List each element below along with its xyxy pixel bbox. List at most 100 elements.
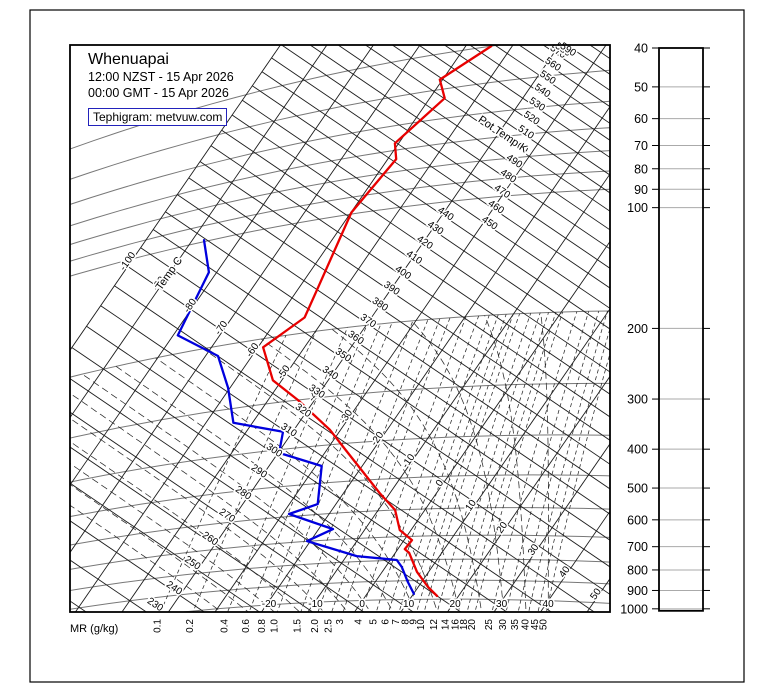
dry-adiabat-500 bbox=[364, 45, 610, 212]
pressure-label-60: 60 bbox=[634, 112, 648, 126]
isobar-200 bbox=[70, 310, 610, 378]
mixing-ratio-line-8 bbox=[408, 314, 507, 610]
pot-temp-label-360: 360 bbox=[346, 329, 366, 348]
isotherm-label--100: -100 bbox=[118, 250, 139, 273]
mixing-ratio-line-2 bbox=[317, 319, 429, 612]
mr-label-16: 16 bbox=[450, 619, 461, 631]
moist-adiabat-20 bbox=[260, 338, 459, 608]
local-time: 12:00 NZST - 15 Apr 2026 bbox=[88, 70, 234, 84]
mr-label-14: 14 bbox=[440, 619, 451, 631]
mixing-ratio-line-1.5 bbox=[300, 320, 414, 612]
isotherm--90 bbox=[70, 45, 328, 419]
isotherm-label--60: -60 bbox=[244, 341, 262, 360]
mixing-ratio-line-4 bbox=[361, 316, 467, 611]
pressure-label-500: 500 bbox=[627, 482, 648, 496]
mr-label-0.2: 0.2 bbox=[185, 619, 196, 633]
isobar-500 bbox=[70, 474, 610, 518]
mixing-ratio-line-9 bbox=[416, 313, 514, 610]
mr-label-30: 30 bbox=[498, 619, 509, 631]
pressure-label-80: 80 bbox=[634, 162, 648, 176]
mr-label-1.5: 1.5 bbox=[293, 619, 304, 633]
dry-adiabat-440 bbox=[252, 85, 610, 330]
dry-adiabat-430 bbox=[242, 99, 610, 351]
mr-label-12: 12 bbox=[429, 619, 440, 631]
isotherm-10 bbox=[400, 308, 610, 612]
plot-frame bbox=[69, 44, 611, 613]
mr-label-3: 3 bbox=[335, 619, 346, 625]
pressure-label-800: 800 bbox=[627, 563, 648, 577]
mixing-ratio-line-0.1 bbox=[160, 335, 287, 612]
isotherm-label-20: 20 bbox=[495, 520, 511, 536]
pressure-scale-bar: 40 50 60 70 80 90 100 200 300 400 500 600 700 800 900 1… bbox=[620, 42, 710, 616]
pressure-bar-frame bbox=[658, 47, 704, 612]
isotherm--40 bbox=[167, 45, 560, 612]
dry-adiabat-310 bbox=[100, 305, 553, 612]
dry-adiabat-240 bbox=[70, 520, 205, 612]
isotherm-30 bbox=[493, 443, 610, 612]
dry-adiabat-380 bbox=[188, 177, 610, 465]
isotherm-bottom-label-40: 40 bbox=[543, 599, 555, 610]
mr-label-18: 18 bbox=[459, 619, 470, 631]
isobar-100 bbox=[70, 188, 610, 277]
isotherm-label-30: 30 bbox=[526, 542, 542, 558]
pressure-label-300: 300 bbox=[627, 393, 648, 407]
pot-temp-label-260: 260 bbox=[200, 530, 220, 549]
grid-labels: -100-90-80-70-60-50-40-30-20-10010203040… bbox=[116, 39, 605, 616]
dry-adiabat-470 bbox=[280, 45, 610, 269]
dry-adiabat-480 bbox=[309, 45, 610, 250]
mr-label-5: 5 bbox=[368, 619, 379, 625]
isobar-80 bbox=[70, 150, 610, 246]
moist-adiabat-0 bbox=[82, 373, 369, 609]
mr-label-2.5: 2.5 bbox=[324, 619, 335, 633]
moist-adiabat-35 bbox=[484, 315, 527, 610]
pot-temp-label-450: 450 bbox=[479, 214, 499, 233]
mr-label-4: 4 bbox=[354, 619, 365, 625]
outer-border bbox=[29, 9, 745, 683]
mr-label-20: 20 bbox=[467, 619, 478, 631]
isotherm--30 bbox=[214, 45, 607, 612]
dry-adiabat-510 bbox=[391, 45, 610, 194]
dry-adiabat-570 bbox=[542, 45, 610, 91]
pot-temp-label-250: 250 bbox=[182, 554, 202, 573]
dry-adiabat-300 bbox=[86, 325, 508, 612]
isobar-60 bbox=[70, 100, 610, 205]
mixing-ratio-line-0.8 bbox=[264, 323, 382, 612]
dry-adiabat-320 bbox=[114, 285, 596, 612]
dry-adiabat-370 bbox=[177, 194, 610, 490]
pot-temp-label-350: 350 bbox=[333, 346, 353, 365]
isotherm-label-40: 40 bbox=[557, 564, 573, 580]
mr-label-0.4: 0.4 bbox=[220, 619, 231, 633]
moist-adiabat-40 bbox=[540, 312, 549, 610]
station-name: Whenuapai bbox=[88, 51, 169, 68]
pressure-label-900: 900 bbox=[627, 584, 648, 598]
dry-adiabat-490 bbox=[337, 45, 610, 231]
pot-temp-label-370: 370 bbox=[358, 312, 378, 331]
pressure-label-100: 100 bbox=[627, 201, 648, 215]
mr-label-1.0: 1.0 bbox=[269, 619, 280, 633]
isotherm-20 bbox=[446, 375, 610, 612]
title-block: Whenuapai 12:00 NZST - 15 Apr 2026 00:00… bbox=[88, 50, 234, 126]
isotherm--50 bbox=[121, 45, 514, 612]
moist-adiabat-30 bbox=[411, 320, 504, 609]
dry-adiabat-260 bbox=[70, 446, 314, 612]
moist-adiabat--5 bbox=[70, 392, 346, 610]
pressure-label-400: 400 bbox=[627, 443, 648, 457]
pressure-label-700: 700 bbox=[627, 540, 648, 554]
mixing-ratio-line-0.4 bbox=[227, 327, 348, 612]
moist-adiabat-15 bbox=[202, 348, 437, 608]
utc-time: 00:00 GMT - 15 Apr 2026 bbox=[88, 86, 229, 100]
mixing-ratio-line-18 bbox=[467, 312, 557, 610]
mr-label-25: 25 bbox=[484, 619, 495, 631]
mixing-ratio-line-2.5 bbox=[331, 318, 441, 612]
dry-adiabat-290 bbox=[71, 347, 462, 612]
dry-adiabat-460 bbox=[271, 57, 610, 289]
isobar-400 bbox=[70, 434, 610, 483]
moist-adiabat--10 bbox=[70, 417, 323, 611]
temperature-trace bbox=[261, 45, 493, 598]
mixing-ratio-line-1 bbox=[276, 322, 393, 612]
moist-adiabat-25 bbox=[331, 328, 482, 609]
mixing-ratio-line-6 bbox=[388, 315, 490, 611]
pressure-label-50: 50 bbox=[634, 80, 648, 94]
